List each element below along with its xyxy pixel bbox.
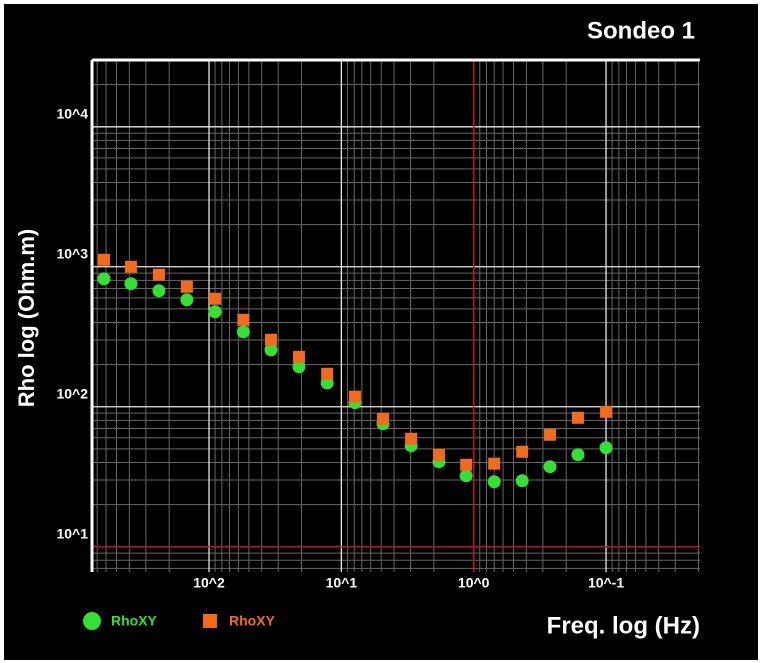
- point: [209, 292, 222, 305]
- legend-marker: [83, 612, 101, 630]
- y-tick-label: 10^4: [56, 105, 88, 121]
- point: [292, 350, 305, 363]
- point: [180, 280, 193, 293]
- point: [152, 284, 166, 298]
- point: [321, 367, 334, 380]
- point: [543, 460, 557, 474]
- y-axis-label: Rho log (Ohm.m): [14, 229, 39, 407]
- point: [208, 305, 222, 319]
- point: [97, 253, 110, 266]
- legend-label: RhoXY: [229, 613, 276, 629]
- point: [488, 457, 501, 470]
- y-tick-label: 10^1: [56, 525, 88, 541]
- y-tick-label: 10^2: [56, 385, 88, 401]
- point: [571, 448, 585, 462]
- x-tick-label: 10^2: [193, 575, 225, 591]
- point: [236, 325, 250, 339]
- point: [292, 360, 306, 374]
- point: [432, 448, 445, 461]
- point: [460, 458, 473, 471]
- point: [571, 411, 584, 424]
- point: [265, 333, 278, 346]
- point: [180, 293, 194, 307]
- point: [377, 412, 390, 425]
- legend-marker: [203, 614, 217, 628]
- x-tick-label: 10^0: [458, 575, 490, 591]
- point: [599, 441, 613, 455]
- point: [237, 313, 250, 326]
- legend-label: RhoXY: [111, 613, 158, 629]
- y-tick-label: 10^3: [56, 245, 88, 261]
- point: [487, 475, 501, 489]
- point: [264, 343, 278, 357]
- x-tick-label: 10^1: [326, 575, 358, 591]
- point: [516, 445, 529, 458]
- point: [152, 268, 165, 281]
- point: [405, 432, 418, 445]
- point: [600, 405, 613, 418]
- point: [124, 277, 138, 291]
- point: [97, 272, 111, 286]
- point: [459, 469, 473, 483]
- point: [348, 390, 361, 403]
- point: [515, 474, 529, 488]
- point: [124, 260, 137, 273]
- point: [544, 428, 557, 441]
- chart-title: Sondeo 1: [587, 17, 695, 44]
- x-tick-label: 10^-1: [588, 575, 624, 591]
- x-axis-label: Freq. log (Hz): [547, 612, 700, 639]
